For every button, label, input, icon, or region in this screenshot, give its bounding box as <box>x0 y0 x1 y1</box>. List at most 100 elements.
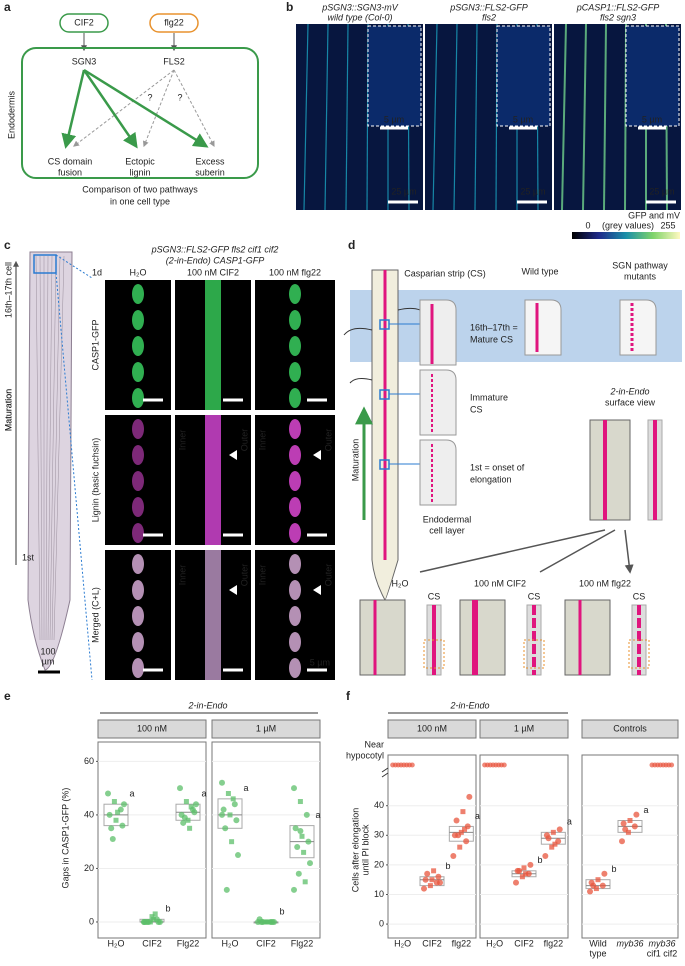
scale-label: 25 µm <box>391 186 416 196</box>
signal <box>132 284 144 304</box>
y-tick-label: 20 <box>84 863 94 873</box>
signal <box>289 632 301 652</box>
cell-drawing <box>619 299 657 356</box>
x-tick-label: myb36 <box>616 938 643 948</box>
label: 2-in-Endo <box>609 386 649 396</box>
x-tick-label: Flg22 <box>177 938 200 948</box>
box <box>448 825 474 842</box>
point <box>587 888 593 895</box>
scale-label: 5 µm <box>384 114 404 124</box>
point <box>545 835 552 842</box>
point <box>292 825 299 832</box>
x-tick-label: myb36 <box>648 938 675 948</box>
label: b <box>279 906 284 916</box>
point <box>627 818 633 824</box>
cell-wall <box>432 23 438 211</box>
label: b <box>445 861 450 871</box>
point <box>427 883 433 889</box>
label: a <box>475 811 480 821</box>
point <box>113 817 119 823</box>
label: SGN3 <box>72 56 97 66</box>
label: FLS2 <box>163 56 185 66</box>
point <box>141 918 147 925</box>
root-texture <box>51 255 61 641</box>
arrow <box>82 69 138 149</box>
arrowhead <box>229 450 237 460</box>
label: CIF2 <box>74 17 94 27</box>
arrows <box>419 529 630 572</box>
signal <box>289 580 301 600</box>
point <box>152 911 158 917</box>
label: CS domain <box>48 156 93 166</box>
label: pSGN3::FLS2-GFP <box>449 2 528 12</box>
y-tick-label: 40 <box>374 800 384 810</box>
gap-box <box>628 639 650 669</box>
y-tick-label: 0 <box>379 918 384 928</box>
gap-box <box>523 639 545 669</box>
point <box>185 817 191 823</box>
point <box>625 829 631 835</box>
label: Inner <box>177 565 187 586</box>
cell-outline <box>21 47 259 179</box>
y-tick-label: 20 <box>374 859 384 869</box>
label: 1d <box>92 267 102 277</box>
label: 100 nM <box>417 723 447 733</box>
label: Maturation <box>350 439 360 482</box>
signal <box>205 550 221 680</box>
cell-block <box>589 419 631 521</box>
label: Comparison of two pathways <box>82 184 198 194</box>
cell-wall <box>603 23 607 211</box>
panel-letter: f <box>346 689 351 703</box>
cell-wall <box>453 23 458 211</box>
point <box>307 860 313 867</box>
y-tick-label: 0 <box>89 916 94 926</box>
axis-break <box>381 767 389 778</box>
point <box>181 814 188 821</box>
label: fls2 <box>482 12 496 22</box>
signal <box>289 310 301 330</box>
point <box>527 861 534 868</box>
x-tick-label: Flg22 <box>291 938 314 948</box>
label: pSGN3::SGN3-mV <box>321 2 399 12</box>
label: ? <box>147 92 152 102</box>
signal <box>132 388 144 408</box>
point <box>188 804 194 810</box>
point <box>466 793 473 800</box>
signal <box>132 658 144 678</box>
signal <box>289 445 301 465</box>
facet-strip <box>97 719 207 739</box>
y-tick-label: 10 <box>374 889 384 899</box>
point <box>149 914 155 920</box>
signal <box>132 419 144 439</box>
cell-block <box>459 599 506 676</box>
label: Lignin (basic fuchsin) <box>90 438 100 523</box>
signal <box>132 497 144 517</box>
point <box>235 852 241 859</box>
facet-strip <box>387 719 477 739</box>
box <box>217 798 243 829</box>
signal <box>132 580 144 600</box>
point <box>556 826 563 833</box>
point <box>437 879 443 886</box>
point <box>266 919 272 925</box>
point <box>233 817 240 824</box>
point <box>516 867 523 874</box>
point <box>109 836 116 842</box>
label: suberin <box>195 167 225 177</box>
scale-label: 25 µm <box>520 186 545 196</box>
signal <box>289 471 301 491</box>
label: hypocotyl <box>346 750 384 760</box>
zoom-box <box>33 254 57 274</box>
point <box>549 844 555 850</box>
label: 100 nM <box>137 723 167 733</box>
label: elongation <box>470 474 512 484</box>
point <box>450 853 457 860</box>
scale-label: 5 µm <box>642 114 662 124</box>
point <box>435 873 442 880</box>
signal <box>289 523 301 543</box>
signal <box>289 284 301 304</box>
root-texture <box>49 255 57 641</box>
gap-box <box>423 639 445 669</box>
signal <box>289 497 301 517</box>
